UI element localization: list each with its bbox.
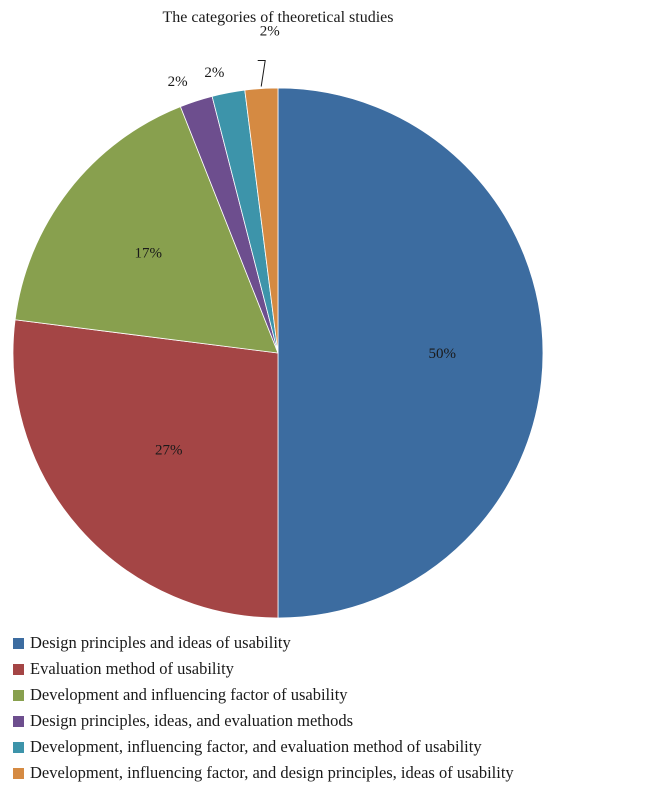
data-label-2: 27%	[155, 442, 183, 458]
legend-item: Development and influencing factor of us…	[13, 682, 514, 708]
legend-swatch	[13, 715, 24, 727]
legend-swatch	[13, 663, 24, 675]
chart-title: The categories of theoretical studies	[162, 9, 393, 26]
legend-item: Design principles, ideas, and evaluation…	[13, 708, 514, 734]
legend-item: Design principles and ideas of usability	[13, 630, 514, 656]
legend-item: Development, influencing factor, and eva…	[13, 734, 514, 760]
legend-label: Development, influencing factor, and des…	[30, 763, 514, 782]
legend-label: Development, influencing factor, and eva…	[30, 737, 482, 756]
legend-item: Development, influencing factor, and des…	[13, 760, 514, 786]
leader-line-6	[257, 60, 266, 87]
legend-label: Design principles, ideas, and evaluation…	[30, 711, 354, 730]
legend-swatch	[13, 741, 24, 753]
data-label-3: 17%	[134, 245, 162, 261]
pie-slice-3	[14, 106, 279, 354]
pie-chart: The categories of theoretical studies 50…	[12, 9, 544, 619]
legend-swatch	[13, 637, 24, 649]
data-label-4: 2%	[168, 74, 188, 90]
legend-label: Evaluation method of usability	[30, 659, 234, 678]
pie-slice-6	[244, 87, 279, 354]
pie-slices	[12, 87, 544, 619]
data-label-6: 2%	[260, 23, 280, 39]
legend: Design principles and ideas of usability…	[13, 630, 514, 786]
legend-swatch	[13, 767, 24, 779]
legend-label: Development and influencing factor of us…	[30, 685, 348, 704]
legend-item: Evaluation method of usability	[13, 656, 514, 682]
pie-slice-1	[277, 87, 544, 619]
data-labels: 50% 27% 17% 2% 2% 2%	[134, 23, 456, 458]
leader-lines	[257, 60, 266, 87]
legend-label: Design principles and ideas of usability	[30, 633, 291, 652]
data-label-1: 50%	[429, 346, 457, 362]
legend-swatch	[13, 689, 24, 701]
pie-slice-2	[12, 319, 279, 619]
data-label-5: 2%	[204, 65, 224, 81]
